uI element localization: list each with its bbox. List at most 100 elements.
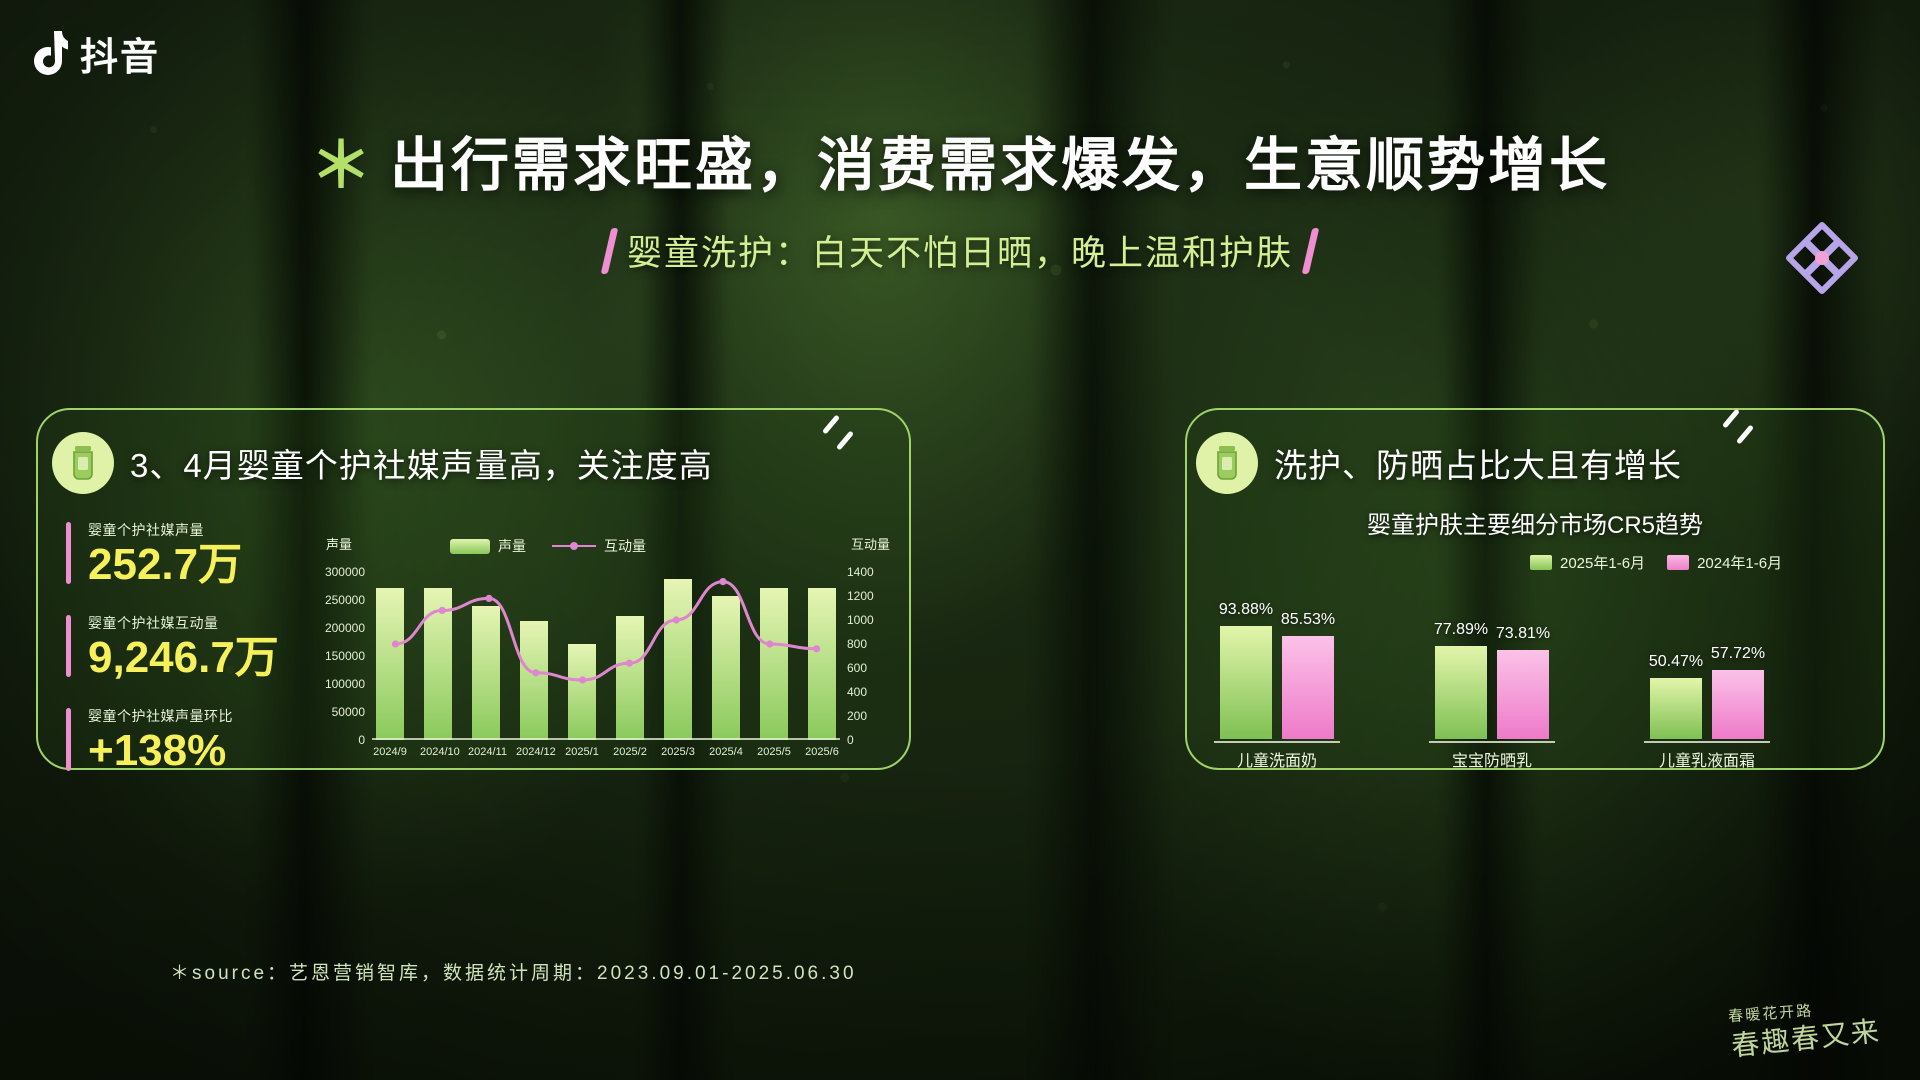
y-axis-tick: 250000 (324, 593, 365, 607)
bar-item (760, 572, 788, 740)
subtitle-row: 婴童洗护：白天不怕日晒，晚上温和护肤 (0, 225, 1920, 276)
bar-fill (520, 621, 548, 740)
brand-logo: 抖音 (24, 26, 160, 81)
bar-item (376, 572, 404, 740)
x-axis-tick: 2024/9 (373, 746, 407, 758)
cr5-bar-fill (1282, 636, 1334, 739)
y2-axis-tick: 0 (847, 733, 854, 747)
cr5-group: 50.47% 57.72% (1649, 645, 1765, 739)
legend-swatch-icon (1530, 555, 1552, 570)
cr5-bar: 50.47% (1649, 653, 1703, 739)
cr5-baseline (1644, 741, 1770, 743)
cr5-chart-title: 婴童护肤主要细分市场CR5趋势 (1366, 512, 1703, 539)
cr5-value-label: 77.89% (1433, 620, 1489, 638)
legend-label: 2024年1-6月 (1697, 555, 1783, 572)
x-axis-tick: 2025/3 (661, 746, 695, 758)
legend-item-2024: 2024年1-6月 (1667, 552, 1782, 573)
bar-item (520, 572, 548, 740)
bar-fill (568, 643, 596, 740)
legend-swatch-icon (1667, 555, 1690, 570)
left-card-header: 3、4月婴童个护社媒声量高，关注度高 (52, 432, 713, 494)
y2-axis-tick: 400 (847, 685, 868, 699)
kpi-item: 婴童个护社媒互动量 9,246.7万 (66, 613, 301, 681)
x-axis (372, 738, 840, 740)
cr5-bar: 77.89% (1434, 621, 1488, 739)
kpi-label: 婴童个护社媒互动量 (88, 615, 219, 632)
cr5-bar-fill (1712, 669, 1764, 739)
slash-decor-right (1301, 227, 1320, 274)
cr5-bar-fill (1650, 678, 1702, 739)
bar-fill (424, 587, 452, 740)
right-card-title: 洗护、防晒占比大且有增长 (1274, 447, 1682, 484)
brand-name: 抖音 (80, 37, 161, 79)
kpi-accent-bar (66, 708, 71, 771)
bar-fill (808, 587, 836, 740)
page-title: 出行需求旺盛，消费需求爆发，生意顺势增长 (390, 133, 1611, 198)
y-axis-tick: 0 (358, 733, 365, 747)
chart-plot-area: 0 50000 100000 150000 200000 250000 300000 0 200… (325, 565, 874, 747)
cr5-value-label: 85.53% (1280, 611, 1336, 629)
legend-item-bar: 声量 (450, 536, 526, 556)
cr5-bar: 85.53% (1281, 611, 1335, 739)
source-note: ＊source：艺恩营销智库，数据统计周期：2023.09.01-2025.06… (170, 963, 857, 984)
kpi-item: 婴童个护社媒声量 252.7万 (66, 520, 301, 588)
x-axis-tick: 2025/6 (805, 746, 839, 758)
cr5-baseline (1429, 741, 1555, 743)
bar-item (616, 572, 644, 740)
cr5-chart: 93.88% 85.53% 儿童洗面奶 77.89% 73.81% 宝宝防晒乳 50.47%… (1214, 590, 1860, 775)
cr5-bar: 57.72% (1711, 645, 1765, 739)
bar-item (664, 572, 692, 740)
legend-label: 声量 (498, 538, 526, 554)
bar-fill (664, 578, 692, 740)
lotion-tube-icon (1196, 432, 1258, 494)
y-axis-tick: 300000 (324, 565, 365, 579)
legend-label: 互动量 (604, 538, 646, 554)
flower-decor-icon (1786, 222, 1858, 294)
cr5-category-label: 儿童洗面奶 (1236, 753, 1317, 770)
tiktok-note-icon (34, 30, 68, 75)
asterisk-icon: ＊ (309, 132, 372, 202)
bar-series (372, 572, 840, 740)
x-axis-tick: 2025/2 (613, 746, 647, 758)
cr5-value-label: 57.72% (1710, 644, 1766, 662)
cr5-bar: 93.88% (1219, 601, 1273, 739)
kpi-value: 252.7万 (88, 540, 243, 589)
y2-axis-label: 互动量 (850, 537, 890, 552)
bar-fill (472, 605, 500, 740)
page-subtitle: 婴童洗护：白天不怕日晒，晚上温和护肤 (626, 234, 1293, 273)
sparkle-decor (1700, 408, 1760, 456)
cr5-bar-fill (1435, 645, 1487, 739)
chart-legend: 声量 互动量 (450, 536, 646, 556)
x-axis-tick: 2024/11 (468, 746, 507, 758)
line-series (391, 578, 821, 684)
bar-fill (760, 587, 788, 740)
slash-decor-left (600, 227, 619, 274)
y-axis-tick: 100000 (324, 677, 365, 691)
kpi-value: 9,246.7万 (88, 633, 279, 683)
cr5-category-label: 儿童乳液面霜 (1658, 753, 1755, 770)
y-axis-tick: 50000 (331, 705, 365, 719)
social-voice-chart: 声量 互动量 声量 互动量 0 50000 100000 150000 200000 25… (320, 532, 890, 782)
cr5-group: 77.89% 73.81% (1434, 621, 1550, 739)
kpi-label: 婴童个护社媒声量 (88, 522, 204, 538)
y2-axis-tick: 800 (847, 637, 868, 651)
x-axis-tick: 2025/4 (709, 746, 743, 758)
left-kpi-list: 婴童个护社媒声量 252.7万 婴童个护社媒互动量 9,246.7万 婴童个护社… (66, 520, 301, 775)
right-card-header: 洗护、防晒占比大且有增长 (1196, 432, 1682, 494)
y-axis-tick: 200000 (324, 621, 365, 635)
legend-item-line: 互动量 (552, 536, 646, 556)
cr5-bar-fill (1220, 626, 1272, 739)
lotion-tube-icon (52, 432, 114, 494)
bar-fill (616, 615, 644, 740)
kpi-value: +138% (88, 726, 227, 776)
left-card-title: 3、4月婴童个护社媒声量高，关注度高 (130, 447, 713, 484)
cr5-category-label: 宝宝防晒乳 (1451, 753, 1532, 770)
sparkle-decor (800, 414, 860, 462)
y2-axis-tick: 1400 (847, 565, 874, 579)
bar-fill (712, 595, 740, 740)
legend-label: 2025年1-6月 (1560, 555, 1646, 572)
x-axis-tick: 2024/12 (516, 746, 556, 758)
y-axis-label: 声量 (326, 537, 353, 552)
legend-swatch-icon (450, 538, 490, 554)
